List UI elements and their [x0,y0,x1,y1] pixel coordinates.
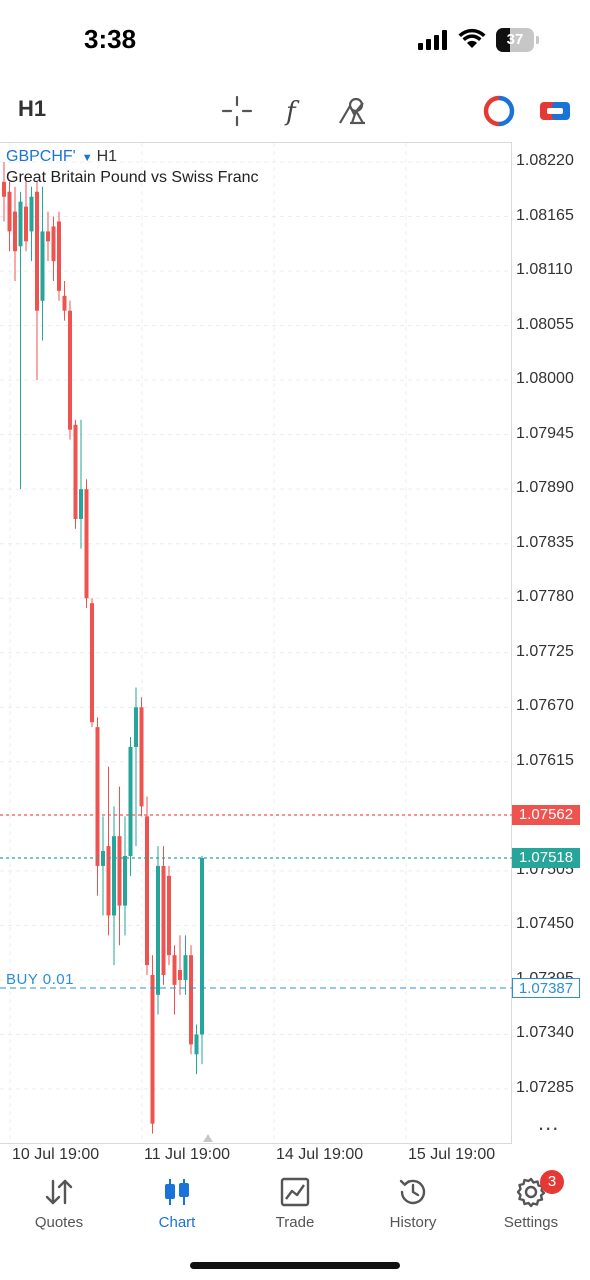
chart-shift-marker[interactable] [203,1134,213,1142]
candle-body [2,181,6,197]
symbol-header[interactable]: GBPCHF' ▼ H1 [6,148,117,166]
candle-body [62,295,67,311]
nav-trade[interactable]: Trade [240,1168,350,1248]
price-axis-label: 1.07780 [516,588,574,606]
price-axis-label: 1.07835 [516,533,574,551]
symbol-description: Great Britain Pound vs Swiss Franc [6,169,259,186]
nav-settings-label: Settings [503,1214,559,1231]
candle-body [35,191,39,311]
price-axis-label: 1.08220 [516,152,574,169]
more-options-icon[interactable]: ... [538,1110,560,1135]
time-axis-label: 14 Jul 19:00 [276,1146,364,1163]
one-click-trading-icon[interactable] [482,94,516,128]
history-icon [399,1179,426,1205]
candle-body [57,221,61,291]
candle-body [134,707,138,747]
price-axis-label: 1.07340 [516,1024,574,1042]
chart-icon [165,1179,189,1205]
candle-body [68,310,72,430]
trade-panel-icon[interactable] [538,94,572,128]
crosshair-icon[interactable] [220,94,254,128]
candle-body [24,206,28,242]
position-price-label: 1.07387 [512,978,580,998]
chart-canvas[interactable] [0,142,512,1144]
price-axis-label: 1.07890 [516,479,574,497]
nav-chart-label: Chart [158,1214,196,1231]
price-axis-label: 1.07945 [516,424,574,442]
nav-settings[interactable]: Settings 3 [476,1168,586,1248]
status-time: 3:38 [84,24,137,54]
nav-history[interactable]: History [358,1168,468,1248]
battery-level: 37 [506,31,524,48]
quotes-icon [45,1179,73,1205]
candle-body [90,603,94,723]
nav-quotes[interactable]: Quotes [4,1168,114,1248]
price-axis-label: 1.07670 [516,697,574,715]
candle-body [13,211,17,252]
candle-body [200,857,204,1035]
candle-body [79,489,83,519]
price-axis-label: 1.07725 [516,642,574,660]
cellular-signal-icon [418,30,447,50]
chart-toolbar: H1 f [0,84,590,138]
price-axis-label: 1.07285 [516,1079,574,1096]
price-axis-label: 1.08165 [516,206,574,224]
candle-body [46,231,50,242]
price-axis-label: 1.07615 [516,751,574,769]
candle-body [145,816,149,966]
candle-body [95,727,100,866]
price-axis-label: 1.08055 [516,315,574,333]
objects-icon[interactable] [336,94,370,128]
candle-body [18,201,23,247]
bottom-navigation: Quotes Chart Trade History Settings 3 [0,1168,590,1248]
candle-body [106,846,111,916]
candle-body [194,1034,199,1055]
time-axis-label: 10 Jul 19:00 [12,1146,100,1163]
candle-body [73,424,78,519]
ask-price-label: 1.07562 [512,805,580,825]
settings-badge: 3 [540,1170,564,1194]
candle-body [84,489,89,599]
candle-body [40,231,45,301]
candle-body [117,836,122,906]
indicators-icon[interactable]: f [277,94,311,128]
symbol-dropdown-icon[interactable]: ▼ [81,152,93,164]
status-bar: 3:38 37 [0,0,590,82]
timeframe-button[interactable]: H1 [18,96,47,121]
candle-body [123,856,127,906]
home-indicator [190,1262,400,1269]
candle-body [29,196,34,232]
nav-quotes-label: Quotes [34,1214,84,1231]
candle-body [167,875,171,956]
symbol-timeframe: H1 [96,148,118,165]
candle-body [189,955,193,1045]
wifi-icon [458,28,486,48]
candle-body [150,974,155,1124]
candle-body [7,191,12,232]
candle-body [156,865,160,995]
price-axis-label: 1.08110 [516,261,573,279]
nav-history-label: History [389,1214,437,1231]
candle-body [128,746,133,857]
candle-body [51,226,56,262]
position-label[interactable]: BUY 0.01 [6,971,74,988]
nav-trade-label: Trade [275,1214,315,1231]
symbol-name[interactable]: GBPCHF' [6,148,76,165]
time-axis-label: 15 Jul 19:00 [408,1146,496,1163]
price-axis-label: 1.07450 [516,915,574,933]
candle-body [172,955,177,985]
battery-icon: 37 [496,28,540,52]
candle-body [161,865,166,975]
price-chart[interactable] [0,0,590,1168]
price-axis-label: 1.08000 [516,370,574,388]
candle-body [139,707,144,807]
candle-body [183,955,188,980]
nav-chart[interactable]: Chart [122,1168,232,1248]
time-axis-label: 11 Jul 19:00 [144,1146,230,1163]
trade-icon [280,1177,310,1207]
bid-price-label: 1.07518 [512,848,580,868]
candle-body [178,970,182,980]
candle-body [112,836,116,916]
